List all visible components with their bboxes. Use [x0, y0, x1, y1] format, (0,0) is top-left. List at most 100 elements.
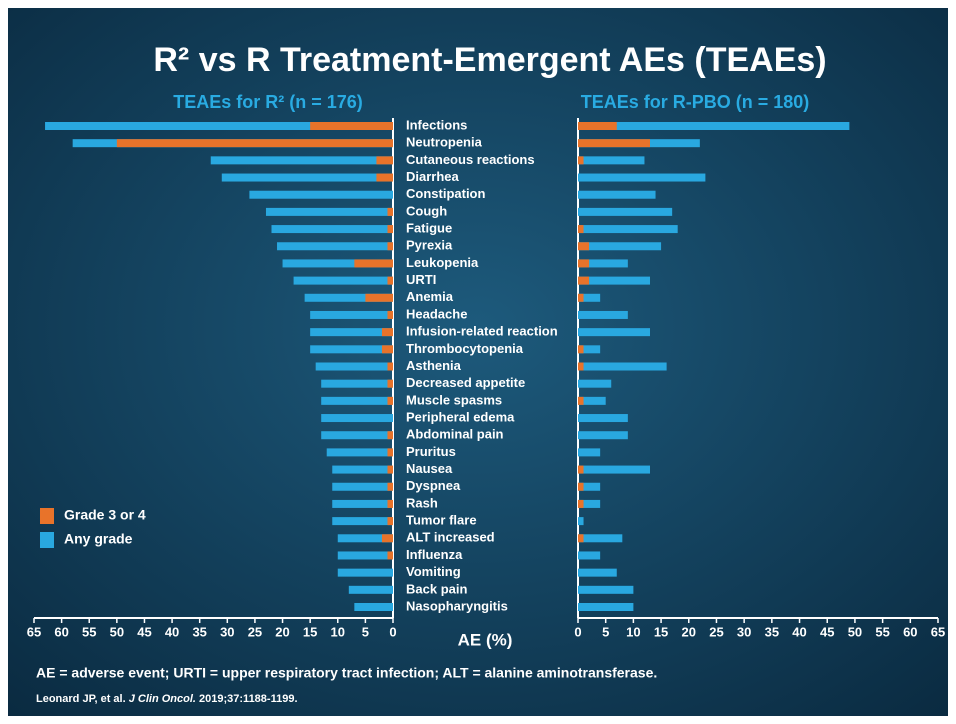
bar	[387, 225, 393, 234]
x-tick-label: 10	[626, 624, 640, 639]
bar	[578, 603, 634, 611]
bar	[293, 276, 393, 285]
category-label: Diarrhea	[406, 169, 460, 184]
bar	[578, 568, 617, 577]
x-tick-label: 30	[737, 624, 751, 639]
bar	[578, 139, 650, 148]
bar	[45, 122, 394, 130]
legend-label: Any grade	[64, 531, 133, 547]
bar	[578, 242, 662, 251]
bar	[578, 156, 645, 165]
bar	[578, 190, 656, 199]
bar	[387, 482, 393, 491]
bar	[221, 173, 393, 182]
category-label: Infections	[406, 117, 467, 132]
bar	[387, 362, 393, 371]
bar	[271, 225, 393, 234]
bar	[381, 345, 393, 354]
bar	[578, 225, 678, 234]
panel-title: TEAEs for R-PBO (n = 180)	[581, 92, 810, 112]
category-label: ALT increased	[406, 530, 495, 545]
bar	[387, 242, 393, 251]
x-tick-label: 20	[275, 624, 289, 639]
citation-journal: J Clin Oncol.	[129, 693, 196, 705]
category-label: Fatigue	[406, 221, 452, 236]
category-label: Abdominal pain	[406, 427, 504, 442]
bar	[310, 345, 393, 354]
chart-title: R² vs R Treatment-Emergent AEs (TEAEs)	[153, 41, 826, 79]
bar	[387, 448, 393, 457]
category-label: Muscle spasms	[406, 392, 502, 407]
category-label: Dyspnea	[406, 478, 461, 493]
category-label: Cough	[406, 203, 447, 218]
x-tick-label: 40	[165, 624, 179, 639]
category-label: URTI	[406, 272, 436, 287]
x-tick-label: 5	[362, 624, 369, 639]
bar	[578, 276, 590, 285]
bar	[321, 379, 393, 388]
category-label: Tumor flare	[406, 513, 477, 528]
bar	[578, 259, 628, 268]
category-label: Neutropenia	[406, 135, 483, 150]
category-label: Peripheral edema	[406, 409, 515, 424]
bar	[578, 534, 623, 543]
bar	[578, 396, 584, 405]
bar	[337, 551, 393, 560]
bar	[387, 207, 393, 216]
bar	[365, 293, 393, 302]
bar	[578, 362, 667, 371]
bar	[578, 465, 650, 474]
bar	[578, 293, 584, 302]
x-tick-label: 35	[765, 624, 779, 639]
bar	[321, 431, 393, 440]
bar	[310, 310, 393, 319]
bar	[578, 293, 601, 302]
bar	[578, 345, 601, 354]
bar	[337, 568, 393, 577]
x-tick-label: 40	[792, 624, 806, 639]
x-tick-label: 20	[682, 624, 696, 639]
bar	[578, 207, 673, 216]
x-tick-label: 60	[54, 624, 68, 639]
bar	[387, 517, 393, 526]
bar	[381, 328, 393, 337]
category-label: Nausea	[406, 461, 453, 476]
category-label: Back pain	[406, 581, 467, 596]
category-label: Nasopharyngitis	[406, 598, 508, 613]
category-label: Influenza	[406, 547, 463, 562]
x-tick-label: 65	[27, 624, 41, 639]
bar	[578, 499, 601, 508]
x-axis-label: AE (%)	[458, 630, 513, 649]
bar	[578, 585, 634, 594]
legend-swatch	[40, 532, 54, 548]
category-label: Infusion-related reaction	[406, 324, 558, 339]
bar	[321, 414, 393, 423]
bar	[387, 379, 393, 388]
category-label: Thrombocytopenia	[406, 341, 524, 356]
x-tick-label: 45	[137, 624, 151, 639]
x-tick-label: 60	[903, 624, 917, 639]
bar	[332, 499, 393, 508]
x-tick-label: 50	[110, 624, 124, 639]
x-tick-label: 30	[220, 624, 234, 639]
bar	[578, 482, 584, 491]
bar	[332, 517, 393, 526]
bar	[387, 276, 393, 285]
bar	[578, 551, 601, 560]
footnote: AE = adverse event; URTI = upper respira…	[36, 665, 657, 681]
bar	[578, 122, 850, 130]
x-tick-label: 35	[192, 624, 206, 639]
bar	[332, 465, 393, 474]
plot: Infections Neutropenia Cutaneous reactions…	[27, 117, 945, 639]
bar	[387, 431, 393, 440]
bar	[578, 396, 606, 405]
x-tick-label: 5	[602, 624, 609, 639]
bar	[387, 551, 393, 560]
bar	[578, 328, 650, 337]
x-tick-label: 0	[574, 624, 581, 639]
bar	[116, 139, 393, 148]
bar	[578, 499, 584, 508]
category-label: Rash	[406, 495, 438, 510]
x-tick-label: 45	[820, 624, 834, 639]
